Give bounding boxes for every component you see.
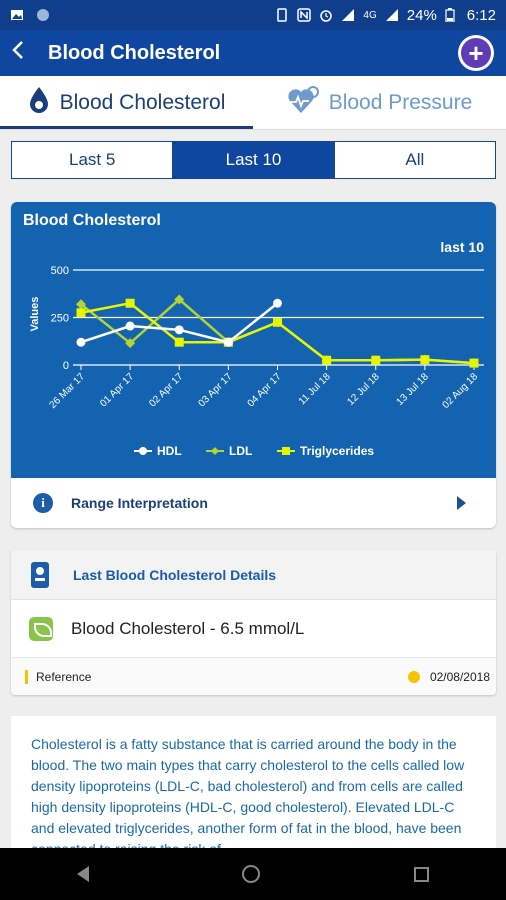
tab-label: Blood Cholesterol xyxy=(59,90,226,114)
reference-marker-icon xyxy=(25,669,28,684)
x-tick-label: 13 Jul 18 xyxy=(395,371,432,408)
leaf-icon xyxy=(29,616,53,641)
data-point-ldl xyxy=(125,338,136,349)
chevron-right-icon xyxy=(457,496,466,510)
details-footer: Reference 02/08/2018 xyxy=(11,658,496,695)
details-header: Last Blood Cholesterol Details xyxy=(11,550,496,600)
plus-circle-icon: + xyxy=(461,38,491,68)
app-bar: Blood Cholesterol + xyxy=(0,30,506,76)
vibrate-icon xyxy=(275,8,289,22)
image-icon xyxy=(10,8,24,22)
battery-percent: 24% xyxy=(406,6,437,24)
network-type: 4G xyxy=(363,9,377,21)
record-date: 02/08/2018 xyxy=(429,669,490,684)
details-value-row[interactable]: Blood Cholesterol - 6.5 mmol/L xyxy=(11,600,496,658)
legend-marker-ldl xyxy=(211,447,219,455)
data-point-triglycerides xyxy=(371,355,381,365)
range-interpretation-label: Range Interpretation xyxy=(71,495,208,511)
data-point-triglycerides xyxy=(420,355,430,365)
data-point-hdl xyxy=(76,337,86,347)
x-tick-label: 01 Apr 17 xyxy=(98,371,136,409)
legend-marker-triglycerides xyxy=(282,447,290,455)
chart-title: Blood Cholesterol xyxy=(23,212,161,229)
legend-label: Triglycerides xyxy=(300,444,374,458)
series-line-ldl xyxy=(80,297,475,365)
battery-icon xyxy=(445,8,459,23)
clock-time: 6:12 xyxy=(466,6,496,24)
data-point-hdl xyxy=(174,325,184,335)
cholesterol-value: Blood Cholesterol - 6.5 mmol/L xyxy=(71,618,305,638)
drop-icon xyxy=(28,86,50,120)
tab-label: Blood Pressure xyxy=(328,90,473,114)
legend-marker-hdl xyxy=(139,447,147,455)
description-text: Cholesterol is a fatty substance that is… xyxy=(31,736,465,857)
cholesterol-line-chart: 0 250 500 Values 26 Mar 17 01 Apr 17 02 Apr 17… xyxy=(29,265,484,458)
reference-label: Reference xyxy=(36,669,92,684)
y-tick-label: 0 xyxy=(63,360,69,372)
alarm-icon xyxy=(319,8,333,22)
details-card: Last Blood Cholesterol Details Blood Cho… xyxy=(11,550,496,695)
y-axis-label: Values xyxy=(29,297,41,332)
tab-blood-pressure[interactable]: Blood Pressure xyxy=(253,76,506,129)
nav-back-icon[interactable] xyxy=(76,866,89,882)
data-point-triglycerides xyxy=(174,337,184,347)
range-interpretation-row[interactable]: i Range Interpretation xyxy=(11,478,496,528)
back-button[interactable] xyxy=(0,30,38,76)
system-nav-bar xyxy=(0,848,506,900)
segment-all[interactable]: All xyxy=(405,150,425,169)
data-point-triglycerides xyxy=(273,317,282,327)
legend-label: LDL xyxy=(229,444,252,458)
info-icon: i xyxy=(33,493,53,513)
y-tick-label: 500 xyxy=(51,265,69,277)
x-tick-label: 02 Aug 18 xyxy=(440,371,480,411)
data-point-ldl xyxy=(174,294,185,305)
heart-pulse-icon xyxy=(287,85,319,121)
cell-signal-icon xyxy=(385,8,399,22)
chart-area: Blood Cholesterol last 10 0 250 500 Values 2… xyxy=(11,202,496,478)
y-tick-label: 250 xyxy=(51,313,69,325)
document-icon xyxy=(31,561,49,588)
status-bar: 4G 24% 6:12 xyxy=(0,0,506,30)
chart-range-label: last 10 xyxy=(440,239,484,255)
data-point-triglycerides xyxy=(322,355,332,365)
data-point-hdl xyxy=(273,298,282,308)
x-tick-label: 04 Apr 17 xyxy=(246,371,284,409)
data-point-ldl xyxy=(76,299,86,310)
x-tick-label: 03 Apr 17 xyxy=(196,371,234,409)
details-header-label: Last Blood Cholesterol Details xyxy=(73,566,277,583)
tab-blood-cholesterol[interactable]: Blood Cholesterol xyxy=(0,76,253,129)
add-record-button[interactable]: + xyxy=(458,35,494,71)
description-card: Cholesterol is a fatty substance that is… xyxy=(11,716,496,866)
chart-card: Blood Cholesterol last 10 0 250 500 Values 2… xyxy=(11,202,496,528)
range-segmented-control: Last 5 Last 10 All xyxy=(11,141,496,179)
x-tick-label: 26 Mar 17 xyxy=(48,371,88,411)
arrow-left-icon xyxy=(11,39,25,67)
status-dot-icon xyxy=(407,670,420,683)
nav-home-icon[interactable] xyxy=(242,865,261,883)
nav-recents-icon[interactable] xyxy=(414,866,430,882)
segment-last-5[interactable]: Last 5 xyxy=(12,142,174,178)
data-point-triglycerides xyxy=(76,308,86,318)
data-point-hdl xyxy=(125,321,135,331)
x-tick-label: 12 Jul 18 xyxy=(345,371,382,408)
data-point-triglycerides xyxy=(469,358,479,368)
legend-label: HDL xyxy=(157,444,182,458)
segment-last-10[interactable]: Last 10 xyxy=(173,142,335,178)
x-tick-label: 02 Apr 17 xyxy=(147,371,185,409)
circle-icon xyxy=(36,8,50,22)
x-tick-label: 11 Jul 18 xyxy=(297,371,333,407)
wifi-signal-icon xyxy=(341,8,355,22)
page-title: Blood Cholesterol xyxy=(48,41,221,64)
tab-bar: Blood Cholesterol Blood Pressure xyxy=(0,76,506,130)
data-point-triglycerides xyxy=(125,298,135,308)
data-point-hdl xyxy=(223,337,233,347)
series-line-hdl xyxy=(80,302,279,344)
nfc-icon xyxy=(297,8,312,22)
